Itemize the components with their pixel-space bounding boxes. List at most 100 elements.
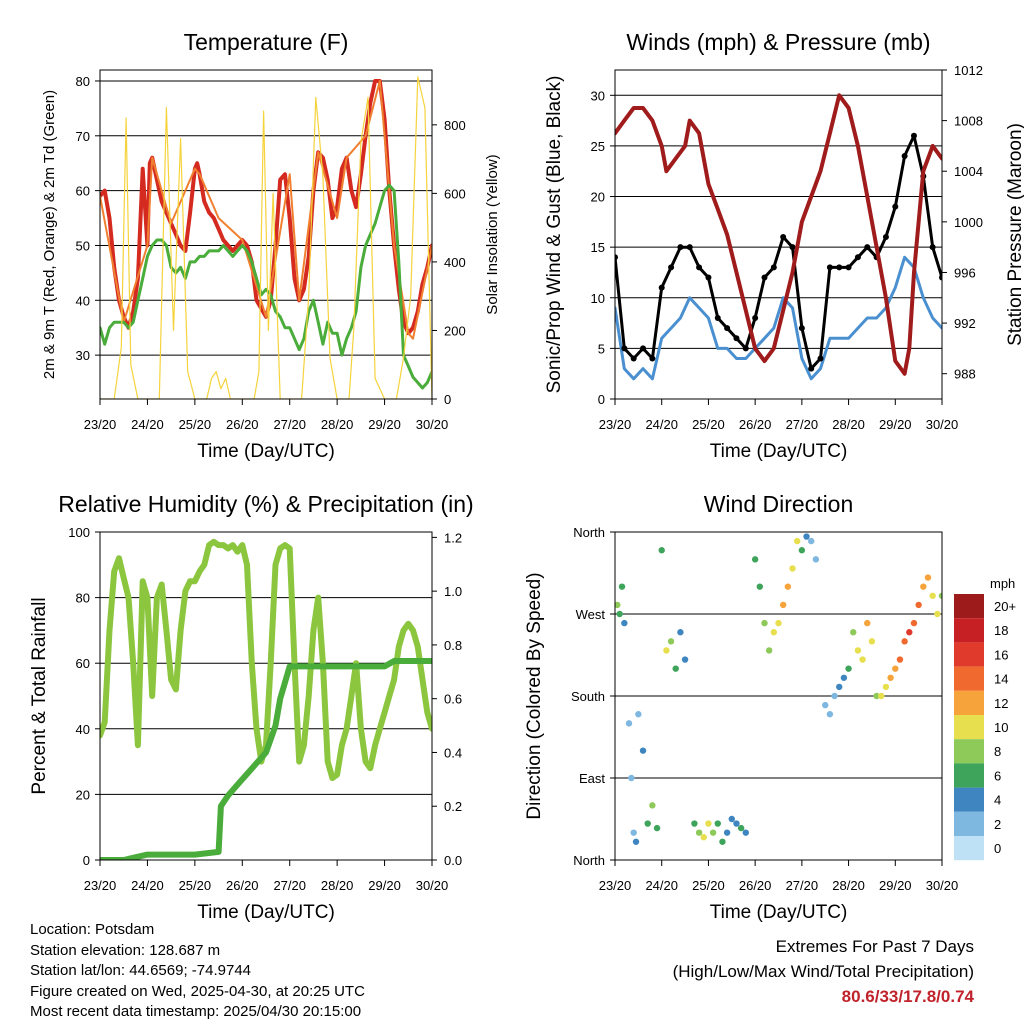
gust-point	[929, 244, 936, 251]
gust-point	[752, 315, 759, 322]
direction-point	[845, 665, 852, 672]
y2-tick-label: 400	[444, 255, 466, 270]
x-tick-label: 23/20	[84, 878, 117, 893]
y2-tick-label: 200	[444, 323, 466, 338]
gust-point	[677, 244, 684, 251]
direction-point	[868, 638, 876, 645]
y2-tick-label: 600	[444, 186, 466, 201]
y-axis-label: Direction (Colored By Speed)	[524, 572, 545, 819]
colorbar-label: 16	[994, 647, 1008, 662]
y2-axis-label: Station Pressure (Maroon)	[1005, 123, 1024, 346]
direction-point	[621, 619, 628, 627]
x-tick-label: 27/20	[786, 878, 819, 893]
series-line-solar-insolation	[100, 76, 432, 399]
y-tick-label: 100	[68, 525, 90, 540]
y-tick-label: 60	[76, 656, 90, 671]
gust-point	[649, 355, 656, 362]
gust-point	[761, 274, 768, 281]
direction-point	[765, 647, 773, 654]
direction-point	[850, 629, 857, 636]
y-tick-label: 40	[76, 722, 90, 737]
direction-point	[714, 820, 721, 827]
colorbar-swatch	[954, 690, 984, 715]
colorbar-swatch	[954, 763, 984, 788]
x-tick-label: 26/20	[226, 417, 259, 432]
series-line-2m-td	[100, 183, 432, 390]
gust-point	[658, 284, 665, 291]
x-axis-label: Time (Day/UTC)	[197, 441, 335, 462]
direction-point	[700, 834, 707, 841]
direction-point	[672, 665, 679, 672]
y2-tick-label: 1012	[954, 63, 983, 78]
direction-point	[812, 556, 820, 563]
y-tick-label: North	[573, 525, 605, 540]
direction-point	[625, 720, 633, 727]
y-tick-label: South	[571, 689, 605, 704]
y2-tick-label: 0.2	[444, 799, 462, 814]
x-tick-label: 30/20	[416, 417, 449, 432]
y2-tick-label: 0	[444, 392, 451, 407]
x-tick-label: 25/20	[692, 878, 725, 893]
gust-point	[733, 335, 740, 342]
direction-point	[681, 656, 689, 663]
x-tick-label: 28/20	[321, 878, 354, 893]
direction-point	[770, 629, 778, 636]
x-tick-label: 24/20	[131, 417, 164, 432]
y2-tick-label: 1.0	[444, 584, 462, 599]
direction-point	[859, 656, 866, 663]
direction-point	[864, 619, 871, 627]
gust-point	[668, 264, 675, 271]
location-text: Location: Potsdam	[30, 921, 155, 938]
gust-point	[845, 264, 852, 271]
gust-point	[789, 244, 796, 251]
latlon-text: Station lat/lon: 44.6569; -74.9744	[30, 962, 252, 979]
gust-point	[892, 203, 899, 210]
y-tick-label: 40	[76, 293, 90, 308]
colorbar-label: 8	[994, 744, 1001, 759]
direction-point	[779, 601, 787, 609]
direction-point	[628, 774, 635, 782]
direction-point	[719, 838, 726, 845]
series-line-9m-t	[100, 80, 432, 340]
y2-tick-label: 0.6	[444, 692, 462, 707]
x-tick-label: 27/20	[786, 417, 819, 432]
colorbar-label: 4	[994, 793, 1001, 808]
y-tick-label: 30	[76, 348, 90, 363]
x-tick-label: 29/20	[368, 417, 401, 432]
gust-point	[780, 234, 787, 241]
speed-colorbar: mph 20+ 18 16 14 12 10 8 6 4 2 0	[954, 576, 1016, 861]
gust-point	[808, 365, 815, 372]
y-tick-label: 50	[76, 238, 90, 253]
direction-point	[798, 547, 806, 554]
y2-tick-label: 996	[954, 265, 976, 280]
x-tick-label: 23/20	[599, 878, 632, 893]
plot-frame	[99, 531, 433, 861]
direction-point	[667, 638, 675, 645]
x-tick-label: 27/20	[273, 878, 306, 893]
chart-panel-4: Wind Direction North East South West North 23/…	[524, 491, 1016, 923]
direction-point	[929, 592, 936, 599]
direction-point	[901, 638, 908, 645]
y-axis-label: 2m & 9m T (Red, Orange) & 2m Td (Green)	[41, 90, 58, 379]
station-info: Location: Potsdam Station elevation: 128…	[30, 920, 365, 1023]
y-tick-label: 10	[591, 291, 605, 306]
colorbar-swatch	[954, 739, 984, 764]
direction-point	[934, 610, 941, 618]
colorbar-label: 10	[994, 720, 1008, 735]
gust-point	[696, 264, 703, 271]
x-tick-label: 29/20	[879, 878, 912, 893]
x-tick-label: 26/20	[226, 878, 259, 893]
direction-point	[756, 583, 764, 590]
direction-point	[709, 829, 717, 836]
y-tick-label: 25	[591, 139, 605, 154]
x-tick-label: 30/20	[926, 417, 959, 432]
y2-tick-label: 1000	[954, 215, 983, 230]
y-tick-label: 60	[76, 184, 90, 199]
direction-point	[878, 692, 885, 700]
y2-tick-label: 1004	[954, 164, 983, 179]
y2-tick-label: 1008	[954, 114, 983, 129]
x-tick-label: 28/20	[321, 417, 354, 432]
gust-point	[864, 244, 871, 251]
y-tick-label: 30	[591, 88, 605, 103]
direction-point	[938, 592, 942, 599]
